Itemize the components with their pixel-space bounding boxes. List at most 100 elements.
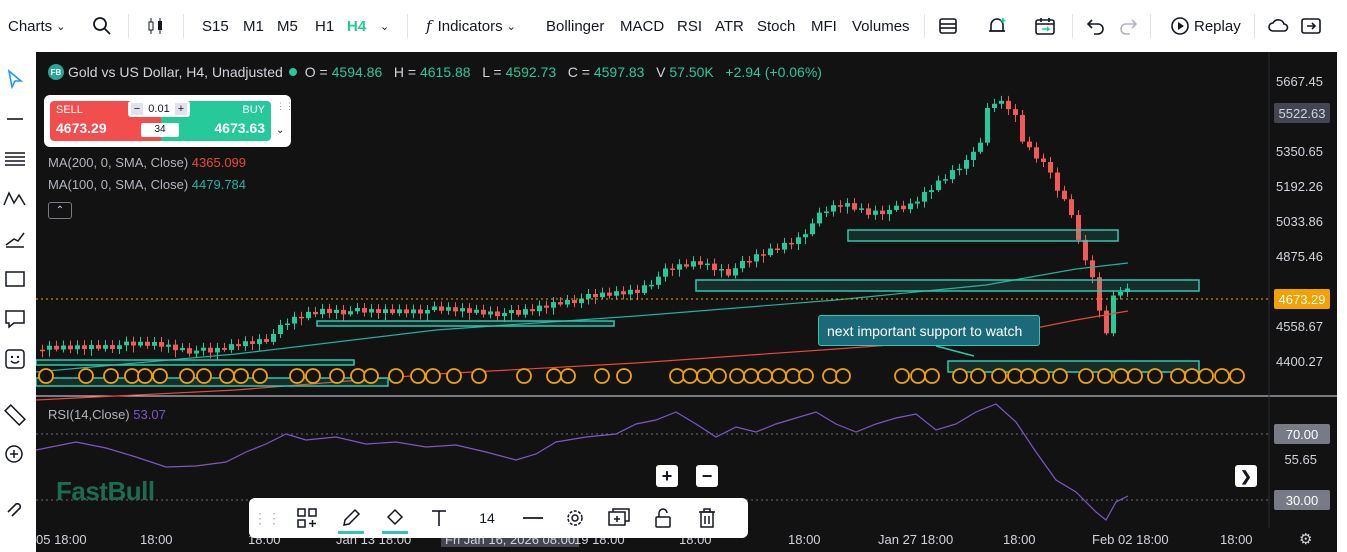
indicator-atr[interactable]: ATR [715, 0, 744, 52]
ma100-legend[interactable]: MA(100, 0, SMA, Close) 4479.784 [48, 177, 246, 192]
economic-event-marker[interactable] [78, 368, 94, 384]
economic-event-marker[interactable] [616, 368, 632, 384]
timeframe-dropdown[interactable]: ⌄ [380, 0, 389, 52]
undo-button[interactable] [1086, 0, 1106, 52]
template-button[interactable] [938, 0, 958, 52]
economic-event-marker[interactable] [696, 368, 712, 384]
economic-event-marker[interactable] [771, 368, 787, 384]
economic-event-marker[interactable] [682, 368, 698, 384]
economic-event-marker[interactable] [1113, 368, 1129, 384]
chevron-down-icon[interactable]: ⌄ [276, 125, 285, 136]
emoji-tool[interactable] [0, 344, 30, 374]
economic-event-marker[interactable] [410, 368, 426, 384]
economic-event-marker[interactable] [822, 368, 838, 384]
text-button[interactable] [425, 504, 453, 532]
increase-button[interactable]: + [174, 103, 187, 115]
economic-event-marker[interactable] [1127, 368, 1143, 384]
trend-line-tool[interactable] [0, 104, 30, 134]
cloud-save-button[interactable] [1268, 0, 1290, 52]
economic-event-marker[interactable] [388, 368, 404, 384]
timeframe-h4[interactable]: H4 [347, 0, 366, 52]
economic-event-marker[interactable] [910, 368, 926, 384]
font-size-select[interactable]: 14 [479, 510, 495, 526]
callout-tool[interactable] [0, 304, 30, 334]
economic-event-marker[interactable] [329, 368, 345, 384]
line-color-button[interactable] [337, 504, 365, 532]
timeframe-m5[interactable]: M5 [277, 0, 298, 52]
economic-event-marker[interactable] [1097, 368, 1113, 384]
economic-event-marker[interactable] [952, 368, 968, 384]
settings-gear-icon[interactable]: ⚙ [1299, 531, 1313, 548]
economic-event-marker[interactable] [289, 368, 305, 384]
support-callout[interactable]: next important support to watch [818, 315, 1040, 346]
scroll-right-button[interactable]: ❯ [1235, 465, 1257, 487]
economic-event-marker[interactable] [991, 368, 1007, 384]
line-style-button[interactable] [519, 504, 547, 532]
economic-event-marker[interactable] [785, 368, 801, 384]
economic-event-marker[interactable] [1214, 368, 1230, 384]
indicator-volumes[interactable]: Volumes [852, 0, 910, 52]
economic-event-marker[interactable] [252, 368, 268, 384]
drag-handle-icon[interactable]: ⋮⋮ [276, 101, 294, 111]
timeframe-h1[interactable]: H1 [315, 0, 334, 52]
economic-event-marker[interactable] [669, 368, 685, 384]
indicator-stoch[interactable]: Stoch [757, 0, 795, 52]
indicator-rsi[interactable]: RSI [677, 0, 702, 52]
economic-event-marker[interactable] [560, 368, 576, 384]
alert-button[interactable] [987, 0, 1007, 52]
symbol-title[interactable]: Gold vs US Dollar, H4, Unadjusted [68, 64, 283, 80]
search-button[interactable] [92, 0, 112, 52]
economic-event-marker[interactable] [729, 368, 745, 384]
economic-event-marker[interactable] [835, 368, 851, 384]
economic-event-marker[interactable] [1052, 368, 1068, 384]
economic-event-marker[interactable] [425, 368, 441, 384]
redo-button[interactable] [1118, 0, 1138, 52]
economic-event-marker[interactable] [1007, 368, 1023, 384]
collapse-legend-button[interactable]: ⌃ [48, 202, 72, 219]
quantity-stepper[interactable]: − 0.01 + [128, 101, 190, 117]
economic-event-marker[interactable] [179, 368, 195, 384]
fill-color-button[interactable] [381, 504, 409, 532]
economic-event-marker[interactable] [798, 368, 814, 384]
economic-event-marker[interactable] [516, 368, 532, 384]
chart-area[interactable]: FB Gold vs US Dollar, H4, Unadjusted O =… [36, 52, 1337, 552]
settings-button[interactable] [561, 504, 589, 532]
price-chart-canvas[interactable] [36, 52, 1337, 552]
economic-event-marker[interactable] [1147, 368, 1163, 384]
economic-event-marker[interactable] [970, 368, 986, 384]
lock-button[interactable] [649, 504, 677, 532]
magnet-tool[interactable] [0, 492, 30, 522]
zoom-out-button[interactable]: − [696, 465, 718, 487]
decrease-button[interactable]: − [131, 103, 143, 115]
economic-event-marker[interactable] [350, 368, 366, 384]
ruler-tool[interactable] [0, 400, 30, 430]
economic-event-marker[interactable] [1198, 368, 1214, 384]
cursor-tool[interactable] [0, 64, 30, 94]
economic-event-marker[interactable] [1229, 368, 1245, 384]
economic-event-marker[interactable] [924, 368, 940, 384]
economic-event-marker[interactable] [743, 368, 759, 384]
economic-event-marker[interactable] [894, 368, 910, 384]
economic-event-marker[interactable] [363, 368, 379, 384]
zoom-tool[interactable] [0, 440, 30, 470]
economic-event-marker[interactable] [1184, 368, 1200, 384]
quantity-value[interactable]: 0.01 [148, 103, 170, 115]
economic-event-marker[interactable] [305, 368, 321, 384]
economic-event-marker[interactable] [152, 368, 168, 384]
rectangle-tool[interactable] [0, 264, 30, 294]
clone-button[interactable] [605, 504, 633, 532]
timeframe-m1[interactable]: M1 [243, 0, 264, 52]
economic-event-marker[interactable] [446, 368, 462, 384]
projection-tool[interactable] [0, 224, 30, 254]
economic-event-marker[interactable] [196, 368, 212, 384]
indicator-macd[interactable]: MACD [620, 0, 664, 52]
replay-button[interactable]: Replay [1170, 0, 1241, 52]
drag-handle-icon[interactable]: ⋮⋮ [253, 509, 281, 526]
fib-tool[interactable] [0, 144, 30, 174]
economic-event-marker[interactable] [233, 368, 249, 384]
economic-event-marker[interactable] [757, 368, 773, 384]
rsi-legend[interactable]: RSI(14,Close) 53.07 [48, 407, 166, 422]
economic-event-marker[interactable] [38, 368, 54, 384]
economic-event-marker[interactable] [1034, 368, 1050, 384]
economic-event-marker[interactable] [711, 368, 727, 384]
